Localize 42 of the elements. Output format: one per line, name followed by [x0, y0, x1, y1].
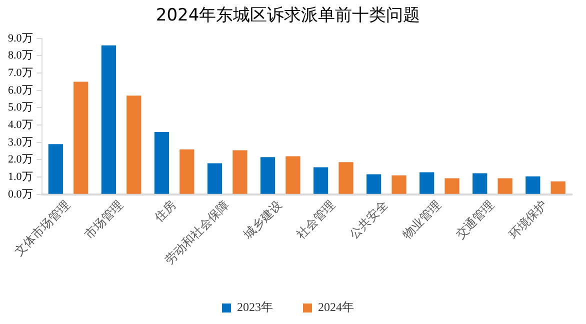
bar: [207, 163, 222, 194]
x-tick-label: 市场管理: [82, 198, 126, 242]
bar: [180, 149, 194, 194]
bar: [550, 181, 566, 194]
bar: [126, 96, 142, 194]
bar: [472, 173, 488, 194]
x-tick-label: 环境保护: [506, 198, 550, 242]
x-tick-label: 公共安全: [346, 198, 391, 242]
y-tick-label: 2.0万: [8, 154, 33, 166]
bar: [74, 82, 88, 194]
bar: [48, 144, 63, 194]
x-tick-label: 住房: [151, 198, 179, 226]
y-tick-label: 5.0万: [8, 102, 33, 114]
bar: [101, 45, 116, 194]
x-tick-label: 文体市场管理: [12, 198, 73, 259]
bar: [392, 175, 406, 194]
bar: [420, 172, 434, 194]
bar: [366, 174, 382, 194]
y-tick-label: 1.0万: [8, 170, 33, 183]
bar: [526, 176, 540, 194]
y-tick-label: 4.0万: [8, 118, 33, 131]
bar: [338, 162, 354, 194]
y-tick-label: 0.0万: [8, 188, 33, 200]
y-tick-label: 9.0万: [8, 32, 33, 44]
bar: [286, 156, 300, 194]
x-tick-label: 社会管理: [294, 198, 338, 242]
y-tick-label: 7.0万: [8, 66, 33, 79]
y-tick-label: 6.0万: [8, 84, 33, 96]
x-tick-label: 城乡建设: [240, 198, 285, 243]
y-tick-label: 3.0万: [8, 136, 33, 148]
bar: [232, 150, 248, 194]
bar: [260, 157, 276, 194]
bar: [313, 167, 328, 194]
bar: [444, 178, 460, 194]
bar: [154, 132, 170, 194]
bar: [498, 178, 512, 194]
x-tick-label: 物业管理: [400, 198, 444, 242]
legend-label: 2023年: [237, 300, 273, 314]
legend-label: 2024年: [318, 300, 354, 314]
y-tick-label: 8.0万: [8, 50, 33, 62]
chart-title: 2024年东城区诉求派单前十类问题: [156, 6, 420, 26]
x-tick-label: 交通管理: [452, 198, 497, 242]
